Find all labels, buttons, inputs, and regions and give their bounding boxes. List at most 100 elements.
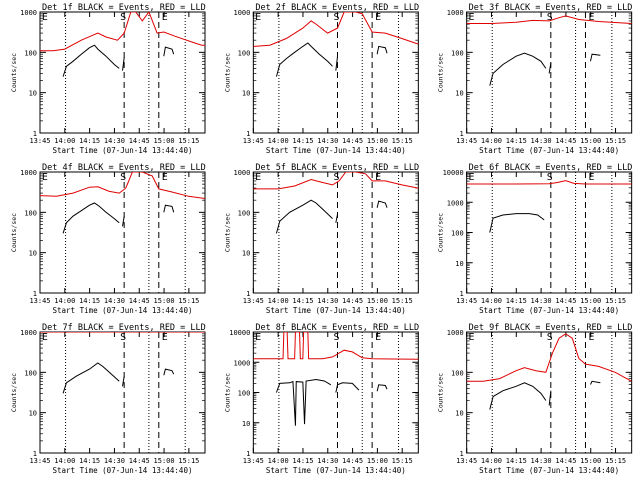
marker-e-end: E xyxy=(588,332,594,343)
chart-panel-5: Det 5f BLACK = Events, RED = LLD 1 10 100 10… xyxy=(223,163,419,315)
x-axis-label: Start Time (07-Jun-14 13:44:40) xyxy=(266,466,406,475)
x-tick-label: 15:00 xyxy=(154,457,175,465)
lld-series-line xyxy=(466,15,632,24)
x-tick-label: 14:30 xyxy=(104,137,125,145)
x-tick-label: 14:30 xyxy=(104,297,125,305)
marker-e-end: E xyxy=(162,332,168,343)
x-tick-label: 14:15 xyxy=(292,297,313,305)
x-tick-label: 14:00 xyxy=(481,297,502,305)
y-tick-label: 1000 xyxy=(447,9,464,17)
x-tick-label: 14:45 xyxy=(129,137,150,145)
marker-s: S xyxy=(547,172,553,183)
y-tick-label: 100 xyxy=(451,230,464,238)
y-tick-label: 10 xyxy=(242,420,250,428)
events-series-line xyxy=(489,382,547,410)
x-tick-label: 14:15 xyxy=(292,137,313,145)
x-tick-label: 15:00 xyxy=(367,137,388,145)
x-tick-label: 14:45 xyxy=(555,457,576,465)
events-series-line xyxy=(275,42,333,77)
x-axis-label: Start Time (07-Jun-14 13:44:40) xyxy=(479,146,619,155)
x-axis-label: Start Time (07-Jun-14 13:44:40) xyxy=(53,466,193,475)
events-series-line xyxy=(335,56,339,71)
x-tick-label: 15:00 xyxy=(580,297,601,305)
marker-e-start: E xyxy=(42,172,48,183)
marker-s: S xyxy=(547,12,553,23)
events-series-line xyxy=(122,376,125,387)
events-series-line xyxy=(122,57,125,71)
x-tick-label: 14:15 xyxy=(506,457,527,465)
x-tick-label: 15:00 xyxy=(154,297,175,305)
events-series-line xyxy=(489,213,545,233)
y-tick-label: 100 xyxy=(24,369,37,377)
marker-e-start: E xyxy=(468,12,474,23)
events-series-line xyxy=(590,380,601,385)
y-axis-label: Counts/sec xyxy=(10,53,18,92)
x-axis-label: Start Time (07-Jun-14 13:44:40) xyxy=(479,306,619,315)
events-series-line xyxy=(275,199,333,234)
y-tick-label: 10 xyxy=(29,410,37,418)
x-tick-label: 14:30 xyxy=(531,137,552,145)
x-tick-label: 15:15 xyxy=(178,457,199,465)
events-series-line xyxy=(163,368,175,376)
events-series-line xyxy=(163,204,175,213)
lld-series-line xyxy=(466,333,632,382)
plot-frame xyxy=(252,11,419,134)
x-axis-label: Start Time (07-Jun-14 13:44:40) xyxy=(53,146,193,155)
y-tick-label: 1 xyxy=(246,290,250,298)
x-tick-label: 13:45 xyxy=(243,297,264,305)
marker-s: S xyxy=(547,332,553,343)
marker-e-end: E xyxy=(162,172,168,183)
chart-title: Det 9f BLACK = Events, RED = LLD xyxy=(469,323,633,333)
y-axis-label: Counts/sec xyxy=(223,373,231,412)
marker-e-end: E xyxy=(588,172,594,183)
y-tick-label: 1000 xyxy=(233,169,250,177)
chart-panel-6: Det 6f BLACK = Events, RED = LLD 1 10 100 10… xyxy=(437,163,633,315)
marker-e-start: E xyxy=(468,332,474,343)
marker-e-end: E xyxy=(375,12,381,23)
y-tick-label: 10 xyxy=(455,260,463,268)
marker-s: S xyxy=(333,172,339,183)
plot-frame xyxy=(466,11,633,134)
chart-panel-4: Det 4f BLACK = Events, RED = LLD 1 10 100 10… xyxy=(10,163,206,315)
chart-title: Det 3f BLACK = Events, RED = LLD xyxy=(469,3,633,13)
y-tick-label: 1 xyxy=(246,130,250,138)
events-series-line xyxy=(62,362,120,394)
plot-frame xyxy=(252,331,419,454)
y-axis-label: Counts/sec xyxy=(10,213,18,252)
x-tick-label: 15:15 xyxy=(605,297,626,305)
chart-panel-2: Det 2f BLACK = Events, RED = LLD 1 10 100 10… xyxy=(223,3,419,155)
marker-e-end: E xyxy=(588,12,594,23)
events-series-line xyxy=(163,46,175,57)
x-tick-label: 13:45 xyxy=(29,457,50,465)
events-series-line xyxy=(335,214,339,223)
y-axis-label: Counts/sec xyxy=(223,213,231,252)
marker-e-start: E xyxy=(468,172,474,183)
x-tick-label: 15:15 xyxy=(178,137,199,145)
lld-series-line xyxy=(40,12,205,52)
chart-title: Det 7f BLACK = Events, RED = LLD xyxy=(42,323,206,333)
plot-frame xyxy=(252,171,419,294)
marker-e-start: E xyxy=(255,172,261,183)
events-series-line xyxy=(62,202,120,234)
x-axis-label: Start Time (07-Jun-14 13:44:40) xyxy=(266,146,406,155)
chart-title: Det 5f BLACK = Events, RED = LLD xyxy=(255,163,419,173)
y-axis-label: Counts/sec xyxy=(437,213,445,252)
events-series-line xyxy=(589,53,601,62)
y-tick-label: 1 xyxy=(33,130,37,138)
marker-s: S xyxy=(120,332,126,343)
x-tick-label: 13:45 xyxy=(456,297,477,305)
y-axis-label: Counts/sec xyxy=(10,373,18,412)
y-tick-label: 1000 xyxy=(20,169,37,177)
chart-title: Det 6f BLACK = Events, RED = LLD xyxy=(469,163,633,173)
lld-series-line xyxy=(466,180,632,185)
y-tick-label: 10000 xyxy=(229,329,250,337)
x-tick-label: 13:45 xyxy=(243,457,264,465)
lld-series-line xyxy=(253,332,419,360)
y-tick-label: 1000 xyxy=(20,329,37,337)
y-tick-label: 100 xyxy=(24,209,37,217)
lld-series-line xyxy=(253,172,419,190)
y-tick-label: 10 xyxy=(242,90,250,98)
y-tick-label: 100 xyxy=(238,390,251,398)
y-tick-label: 10 xyxy=(29,250,37,258)
plot-frame xyxy=(39,171,206,294)
